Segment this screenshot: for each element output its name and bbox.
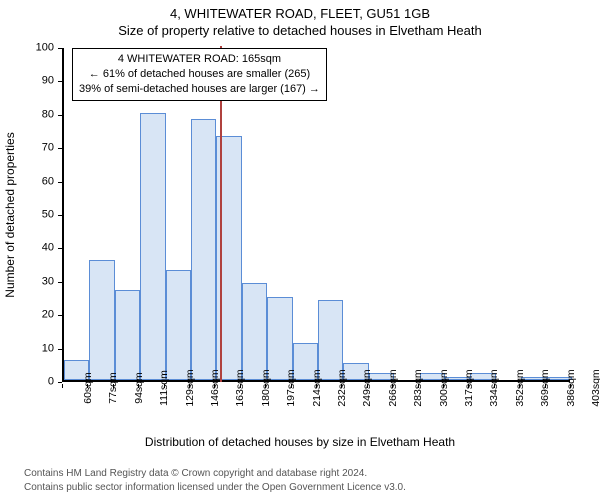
x-tick-mark bbox=[113, 384, 114, 388]
y-tick-label: 20 bbox=[14, 310, 54, 321]
footnote-line2: Contains public sector information licen… bbox=[24, 481, 406, 495]
histogram-bar bbox=[140, 113, 165, 380]
x-tick-mark bbox=[291, 384, 292, 388]
x-tick-mark bbox=[214, 384, 215, 388]
x-tick-mark bbox=[519, 384, 520, 388]
y-tick-label: 70 bbox=[14, 143, 54, 154]
y-tick-mark bbox=[58, 182, 62, 183]
x-tick-mark bbox=[189, 384, 190, 388]
x-tick-mark bbox=[265, 384, 266, 388]
x-tick-mark bbox=[87, 384, 88, 388]
x-tick-mark bbox=[468, 384, 469, 388]
x-tick-mark bbox=[367, 384, 368, 388]
x-tick-mark bbox=[341, 384, 342, 388]
histogram-bar bbox=[89, 260, 114, 380]
y-tick-label: 90 bbox=[14, 76, 54, 87]
y-tick-mark bbox=[58, 349, 62, 350]
histogram-bar bbox=[115, 290, 140, 380]
histogram-bar bbox=[191, 119, 216, 380]
x-tick-mark bbox=[316, 384, 317, 388]
y-tick-label: 60 bbox=[14, 176, 54, 187]
x-tick-mark bbox=[570, 384, 571, 388]
y-tick-mark bbox=[58, 315, 62, 316]
y-tick-label: 100 bbox=[14, 43, 54, 54]
histogram-bar bbox=[166, 270, 191, 380]
y-tick-label: 30 bbox=[14, 276, 54, 287]
histogram-bar bbox=[318, 300, 343, 380]
y-tick-label: 50 bbox=[14, 210, 54, 221]
y-tick-mark bbox=[58, 115, 62, 116]
x-tick-mark bbox=[62, 384, 63, 388]
x-tick-mark bbox=[418, 384, 419, 388]
histogram-bar bbox=[267, 297, 292, 381]
y-tick-label: 80 bbox=[14, 109, 54, 120]
footnote-line1: Contains HM Land Registry data © Crown c… bbox=[24, 467, 406, 481]
y-tick-label: 0 bbox=[14, 377, 54, 388]
histogram-bar bbox=[242, 283, 267, 380]
x-tick-mark bbox=[392, 384, 393, 388]
footnotes: Contains HM Land Registry data © Crown c… bbox=[24, 467, 406, 494]
x-tick-label: 403sqm bbox=[570, 369, 600, 406]
x-tick-mark bbox=[494, 384, 495, 388]
annotation-line2: ← 61% of detached houses are smaller (26… bbox=[79, 67, 320, 82]
y-tick-mark bbox=[58, 148, 62, 149]
y-tick-label: 10 bbox=[14, 343, 54, 354]
annotation-line3: 39% of semi-detached houses are larger (… bbox=[79, 82, 320, 97]
y-tick-label: 40 bbox=[14, 243, 54, 254]
annotation-line1: 4 WHITEWATER ROAD: 165sqm bbox=[79, 52, 320, 67]
x-tick-mark bbox=[443, 384, 444, 388]
y-tick-mark bbox=[58, 48, 62, 49]
annotation-box: 4 WHITEWATER ROAD: 165sqm ← 61% of detac… bbox=[72, 48, 327, 101]
x-axis-label: Distribution of detached houses by size … bbox=[0, 435, 600, 449]
y-tick-mark bbox=[58, 81, 62, 82]
x-tick-mark bbox=[138, 384, 139, 388]
y-tick-mark bbox=[58, 282, 62, 283]
y-tick-mark bbox=[58, 248, 62, 249]
x-tick-mark bbox=[240, 384, 241, 388]
x-tick-mark bbox=[545, 384, 546, 388]
x-tick-mark bbox=[164, 384, 165, 388]
y-tick-mark bbox=[58, 215, 62, 216]
